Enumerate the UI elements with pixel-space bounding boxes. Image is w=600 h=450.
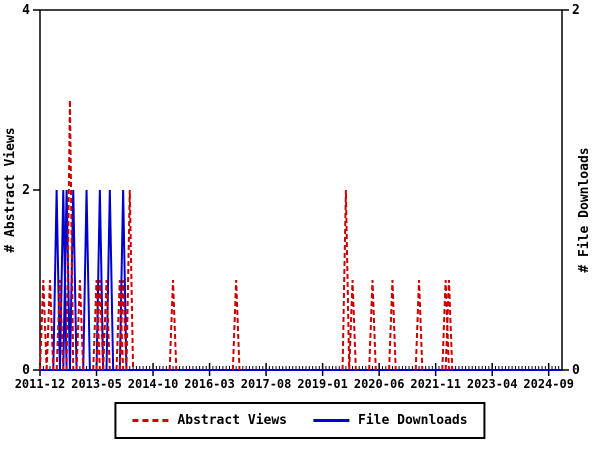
y-axis-right-ticks [562,9,569,371]
legend-label-abstract-views: Abstract Views [177,413,287,428]
data-spike [102,279,111,371]
x-tick-label: 2020-06 [354,377,405,391]
x-tick-label: 2024-09 [523,377,574,391]
data-spike [368,279,377,371]
data-spike [441,279,450,371]
y-left-tick-label: 2 [22,183,30,198]
legend-label-file-downloads: File Downloads [358,413,468,428]
data-spike [39,279,48,371]
x-tick-label: 2013-05 [71,377,122,391]
y-right-tick-label: 2 [572,3,580,18]
plot-border [39,9,563,371]
x-tick-label: 2021-11 [410,377,461,391]
data-spike [82,189,91,371]
data-spike [348,279,357,371]
x-tick-label: 2023-04 [467,377,518,391]
x-tick-label: 2011-12 [15,377,66,391]
data-spike [92,279,101,371]
data-spike [231,279,241,371]
data-spike [75,279,85,371]
data-spike [388,279,397,371]
data-spike [168,279,178,371]
data-spike [95,279,105,371]
file-downloads-line-sample-icon [313,419,349,422]
x-tick-label: 2019-01 [297,377,348,391]
abstract-views-line-sample-icon [132,419,169,422]
x-tick-label: 2017-08 [241,377,292,391]
plot-area: 2011-12 2013-05 2014-10 2016-03 2017-08 2019-… [3,3,592,391]
data-spike [118,279,128,371]
legend-item-file-downloads: File Downloads [313,413,468,428]
x-tick-label: 2016-03 [184,377,235,391]
y-left-tick-label: 4 [22,3,30,18]
data-spike [444,279,454,371]
data-spike [55,279,65,371]
y-axis-left-ticks [33,9,40,371]
y-axis-left-title: # Abstract Views [3,127,18,252]
data-spike [341,189,351,371]
data-spike [45,279,55,371]
y-right-tick-label: 0 [572,363,580,378]
legend-item-abstract-views: Abstract Views [132,413,287,428]
y-left-tick-label: 0 [22,363,30,378]
data-spike [62,189,71,371]
chart-legend: Abstract Views File Downloads [114,402,486,439]
series-abstract-views [39,99,454,371]
y-axis-right-title: # File Downloads [577,147,592,272]
data-spike [68,189,78,371]
data-spike [115,279,125,371]
x-tick-label: 2014-10 [128,377,179,391]
series-file-downloads [52,189,128,371]
data-spike [414,279,424,371]
data-spike [125,189,135,371]
data-spike [65,99,75,371]
